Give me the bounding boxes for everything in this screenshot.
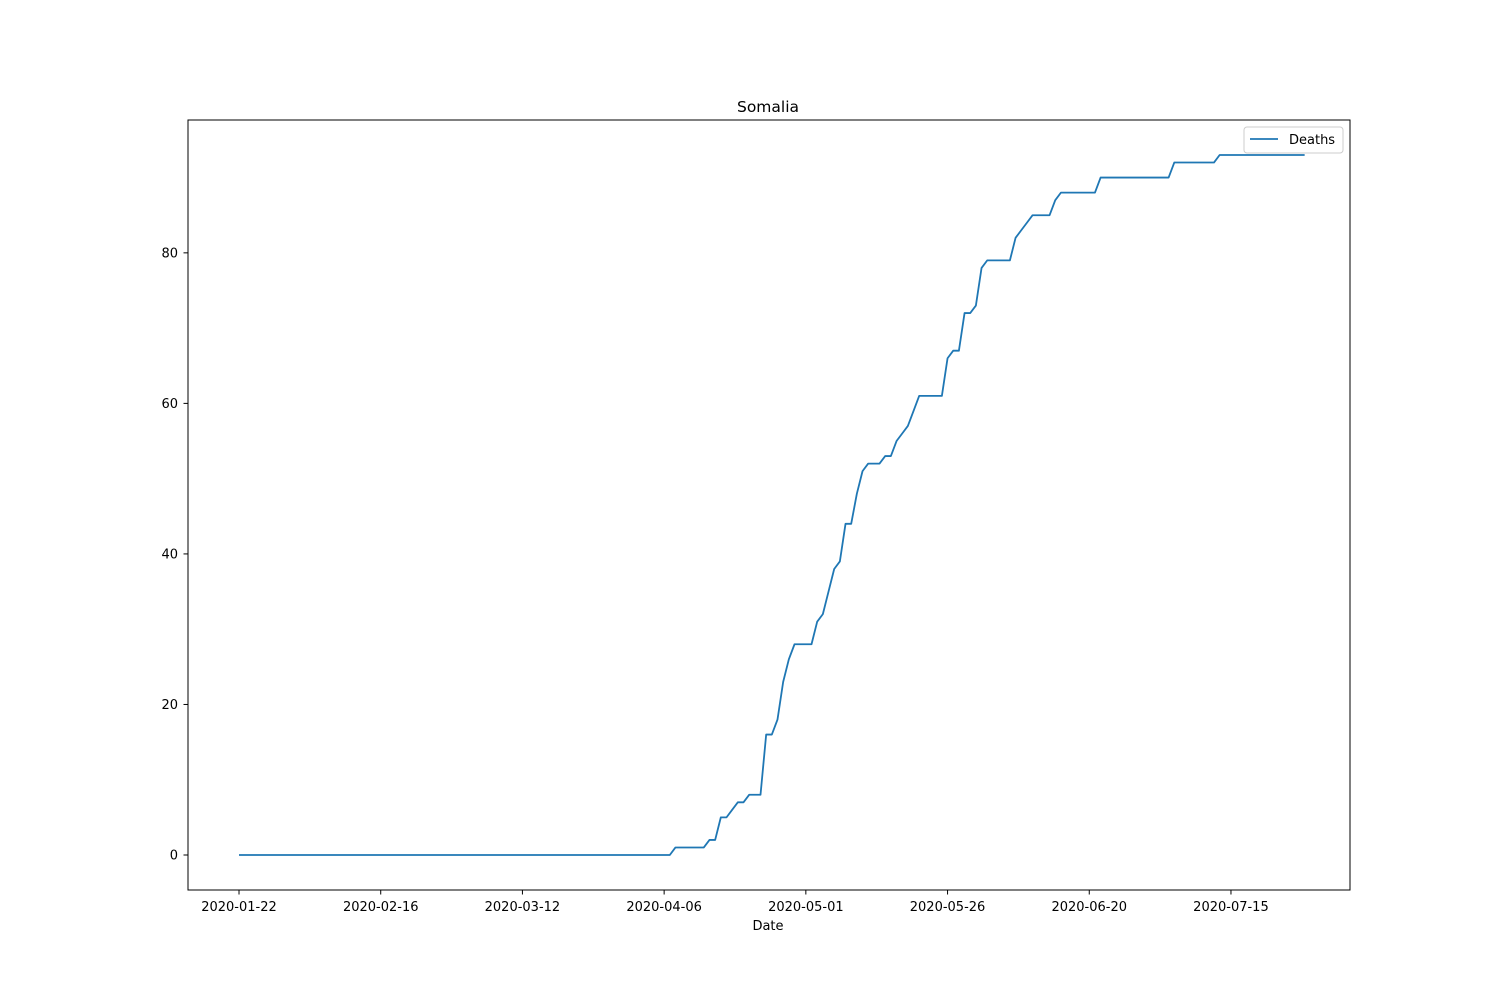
series-line-deaths <box>239 154 1305 856</box>
plot-frame <box>187 119 1351 891</box>
x-tick-label: 2020-05-01 <box>768 900 844 915</box>
y-tick-label: 20 <box>161 698 178 713</box>
x-tick-label: 2020-03-12 <box>485 900 561 915</box>
y-axis: 0 20 40 60 80 <box>161 246 188 864</box>
y-tick-label: 40 <box>161 547 178 562</box>
x-tick-label: 2020-07-15 <box>1193 900 1269 915</box>
chart-title: Somalia <box>737 98 799 116</box>
x-tick-label: 2020-06-20 <box>1051 900 1127 915</box>
x-axis-label: Date <box>752 919 783 934</box>
y-tick-label: 80 <box>161 246 178 261</box>
x-tick-label: 2020-02-16 <box>343 900 419 915</box>
x-axis: 2020-01-22 2020-02-16 2020-03-12 2020-04-06… <box>201 890 1269 915</box>
legend-label-deaths: Deaths <box>1289 133 1335 148</box>
legend: Deaths <box>1243 126 1344 154</box>
y-tick-label: 60 <box>161 397 178 412</box>
x-tick-label: 2020-04-06 <box>626 900 702 915</box>
x-tick-label: 2020-05-26 <box>910 900 986 915</box>
x-tick-label: 2020-01-22 <box>201 900 277 915</box>
legend-box <box>1243 126 1344 154</box>
y-tick-label: 0 <box>170 849 178 864</box>
plot-area <box>188 120 1350 890</box>
